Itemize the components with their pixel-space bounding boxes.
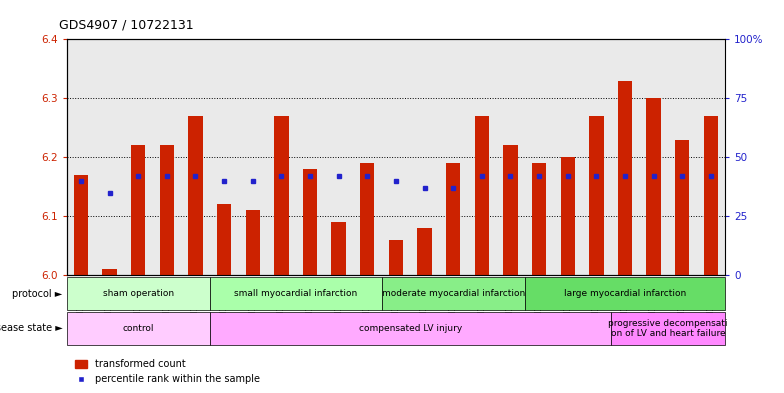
- Bar: [210, 312, 611, 345]
- Text: control: control: [122, 324, 154, 333]
- Text: disease state ►: disease state ►: [0, 323, 63, 333]
- Bar: [582, 39, 611, 275]
- Bar: [554, 39, 582, 275]
- Bar: [217, 204, 231, 275]
- Bar: [611, 39, 639, 275]
- Bar: [647, 98, 661, 275]
- Bar: [417, 228, 432, 275]
- Bar: [103, 269, 117, 275]
- Bar: [131, 145, 145, 275]
- Bar: [160, 145, 174, 275]
- Bar: [353, 39, 382, 275]
- Bar: [382, 39, 410, 275]
- Text: progressive decompensati
on of LV and heart failure: progressive decompensati on of LV and he…: [608, 319, 728, 338]
- Text: protocol ►: protocol ►: [13, 289, 63, 299]
- Bar: [325, 39, 353, 275]
- Bar: [188, 116, 202, 275]
- Bar: [67, 277, 210, 310]
- Bar: [210, 39, 238, 275]
- Bar: [382, 277, 524, 310]
- Bar: [503, 145, 517, 275]
- Bar: [96, 39, 124, 275]
- Bar: [303, 169, 318, 275]
- Bar: [67, 39, 96, 275]
- Text: moderate myocardial infarction: moderate myocardial infarction: [382, 289, 524, 298]
- Bar: [696, 39, 725, 275]
- Bar: [532, 163, 546, 275]
- Text: large myocardial infarction: large myocardial infarction: [564, 289, 686, 298]
- Bar: [267, 39, 296, 275]
- Bar: [245, 210, 260, 275]
- Bar: [181, 39, 210, 275]
- Bar: [74, 175, 88, 275]
- Bar: [467, 39, 496, 275]
- Text: compensated LV injury: compensated LV injury: [358, 324, 462, 333]
- Bar: [668, 39, 696, 275]
- Legend: transformed count, percentile rank within the sample: transformed count, percentile rank withi…: [71, 356, 263, 388]
- Bar: [389, 240, 403, 275]
- Bar: [296, 39, 325, 275]
- Bar: [446, 163, 460, 275]
- Bar: [67, 312, 210, 345]
- Bar: [524, 277, 725, 310]
- Text: sham operation: sham operation: [103, 289, 174, 298]
- Bar: [561, 157, 575, 275]
- Bar: [153, 39, 181, 275]
- Bar: [210, 277, 382, 310]
- Bar: [410, 39, 439, 275]
- Text: small myocardial infarction: small myocardial infarction: [234, 289, 358, 298]
- Bar: [124, 39, 153, 275]
- Text: GDS4907 / 10722131: GDS4907 / 10722131: [59, 18, 194, 31]
- Bar: [332, 222, 346, 275]
- Bar: [611, 312, 725, 345]
- Bar: [360, 163, 375, 275]
- Bar: [474, 116, 489, 275]
- Bar: [618, 81, 632, 275]
- Bar: [675, 140, 689, 275]
- Bar: [524, 39, 554, 275]
- Bar: [274, 116, 289, 275]
- Bar: [238, 39, 267, 275]
- Bar: [590, 116, 604, 275]
- Bar: [639, 39, 668, 275]
- Bar: [439, 39, 467, 275]
- Bar: [704, 116, 718, 275]
- Bar: [496, 39, 524, 275]
